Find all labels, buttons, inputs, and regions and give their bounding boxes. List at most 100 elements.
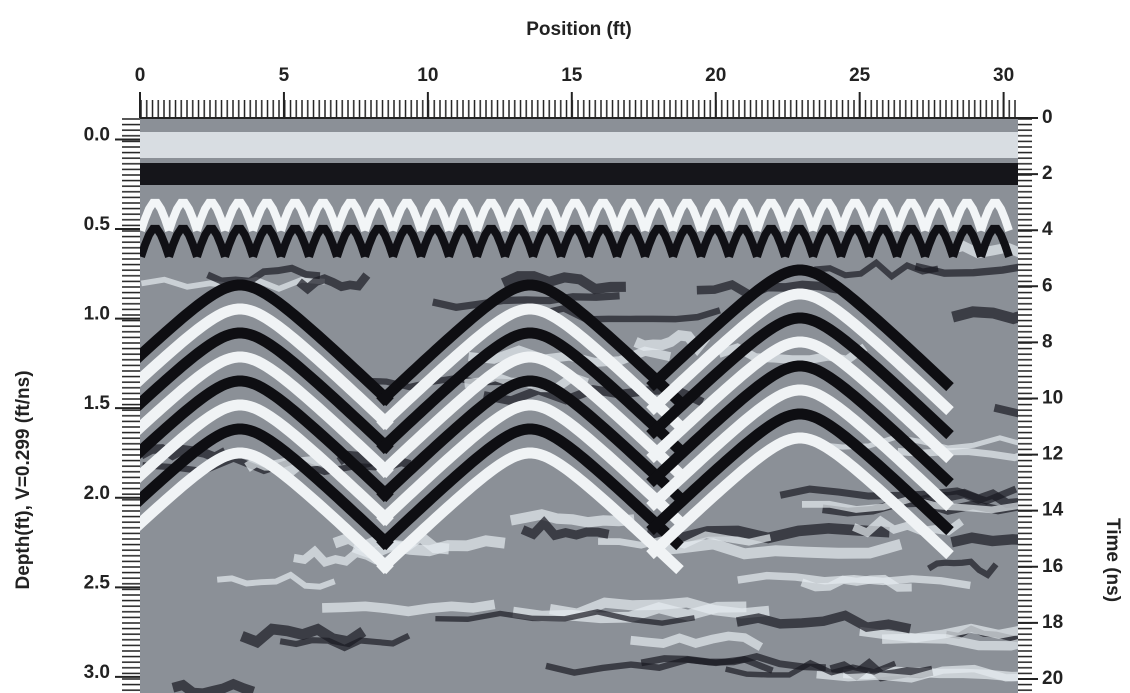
- hyperbola: [949, 198, 985, 232]
- hyperbola: [865, 224, 901, 258]
- hyperbola: [305, 198, 341, 232]
- hyperbola: [646, 312, 954, 440]
- y2-axis-title: Time (ns): [1102, 518, 1123, 602]
- x-tick-label: 30: [993, 65, 1014, 86]
- noise-band: [737, 571, 971, 590]
- y-tick-label: 2.0: [84, 483, 110, 504]
- hyperbola: [809, 224, 845, 258]
- hyperbola: [977, 224, 1013, 258]
- hyperbola: [140, 198, 173, 232]
- hyperbola: [921, 198, 957, 232]
- x-axis-title: Position (ft): [526, 19, 632, 40]
- y2-tick-label: 14: [1042, 500, 1064, 521]
- noise-band: [897, 447, 1018, 462]
- hyperbola: [140, 303, 394, 431]
- hyperbola: [669, 198, 705, 232]
- hyperbola: [140, 423, 394, 551]
- hyperbola: [646, 264, 954, 392]
- hyperbola: [221, 198, 257, 232]
- x-tick-label: 15: [561, 65, 583, 86]
- hyperbola: [837, 198, 873, 232]
- hyperbola: [193, 198, 229, 232]
- hyperbola: [277, 198, 313, 232]
- noise-band: [140, 444, 228, 463]
- hyperbola: [529, 224, 565, 258]
- hyperbola: [613, 224, 649, 258]
- hyperbola: [473, 224, 509, 258]
- y-tick-label: 0.5: [84, 214, 111, 235]
- hyperbola: [376, 327, 684, 455]
- x-tick-label: 0: [135, 65, 146, 86]
- noise-band: [435, 609, 695, 626]
- x-minor-ticks: [140, 100, 1018, 118]
- hyperbola: [949, 224, 985, 258]
- y2-tick-label: 10: [1042, 388, 1063, 409]
- y-tick-label: 1.0: [84, 304, 110, 325]
- noise-band: [914, 262, 1018, 277]
- hyperbola: [333, 198, 369, 232]
- noise-band: [950, 532, 1018, 548]
- hyperbola: [140, 375, 394, 503]
- hyperbola: [361, 224, 397, 258]
- hyperbola: [140, 447, 394, 575]
- noise-band: [520, 516, 610, 541]
- y2-tick-label: 16: [1042, 556, 1063, 577]
- hyperbola: [585, 224, 621, 258]
- noise-band: [725, 659, 897, 678]
- hyperbola: [376, 279, 684, 407]
- y2-tick-label: 18: [1042, 612, 1063, 633]
- noise-band: [859, 623, 1018, 643]
- x-tick-label: 25: [849, 65, 871, 86]
- hyperbola: [140, 327, 394, 455]
- noise-band: [735, 610, 912, 634]
- hyperbola: [165, 224, 201, 258]
- direct-wave-light: [140, 132, 1018, 158]
- noise-band: [545, 655, 774, 676]
- noise-band: [171, 678, 256, 693]
- hyperbola: [781, 224, 817, 258]
- noise-band: [951, 306, 1018, 325]
- y2-tick-label: 12: [1042, 444, 1063, 465]
- hyperbola: [646, 408, 954, 536]
- hyperbola: [753, 198, 789, 232]
- y2-tick-label: 6: [1042, 275, 1053, 296]
- hyperbola: [140, 279, 394, 407]
- noise-band: [431, 292, 620, 311]
- hyperbola: [781, 198, 817, 232]
- hyperbola: [753, 224, 789, 258]
- x-tick-label: 10: [417, 65, 438, 86]
- hyperbola: [221, 224, 257, 258]
- hyperbola: [646, 336, 954, 464]
- hyperbola: [641, 224, 677, 258]
- noise-band: [322, 599, 496, 617]
- hyperbola: [557, 224, 593, 258]
- x-tick-label: 5: [279, 65, 290, 86]
- hyperbola: [277, 224, 313, 258]
- hyperbola: [725, 224, 761, 258]
- hyperbola: [417, 224, 453, 258]
- hyperbola: [529, 198, 565, 232]
- hyperbola: [501, 198, 537, 232]
- y2-tick-label: 2: [1042, 163, 1053, 184]
- noise-band: [500, 271, 626, 295]
- hyperbola: [333, 224, 369, 258]
- hyperbola: [376, 399, 684, 527]
- noise-band: [816, 664, 1018, 683]
- y-tick-label: 0.0: [84, 125, 110, 146]
- hyperbola: [140, 224, 173, 258]
- hyperbola: [697, 198, 733, 232]
- hyperbola: [376, 351, 684, 479]
- hyperbola: [977, 198, 1013, 232]
- hyperbola: [893, 224, 929, 258]
- hyperbola: [669, 224, 705, 258]
- noise-band: [540, 304, 721, 323]
- y-minor-ticks: [122, 118, 140, 693]
- hyperbola: [376, 447, 684, 575]
- hyperbola: [249, 198, 285, 232]
- hyperbola: [893, 198, 929, 232]
- hyperbola: [376, 303, 684, 431]
- hyperbola: [809, 198, 845, 232]
- hyperbola: [389, 224, 425, 258]
- hyperbola: [921, 224, 957, 258]
